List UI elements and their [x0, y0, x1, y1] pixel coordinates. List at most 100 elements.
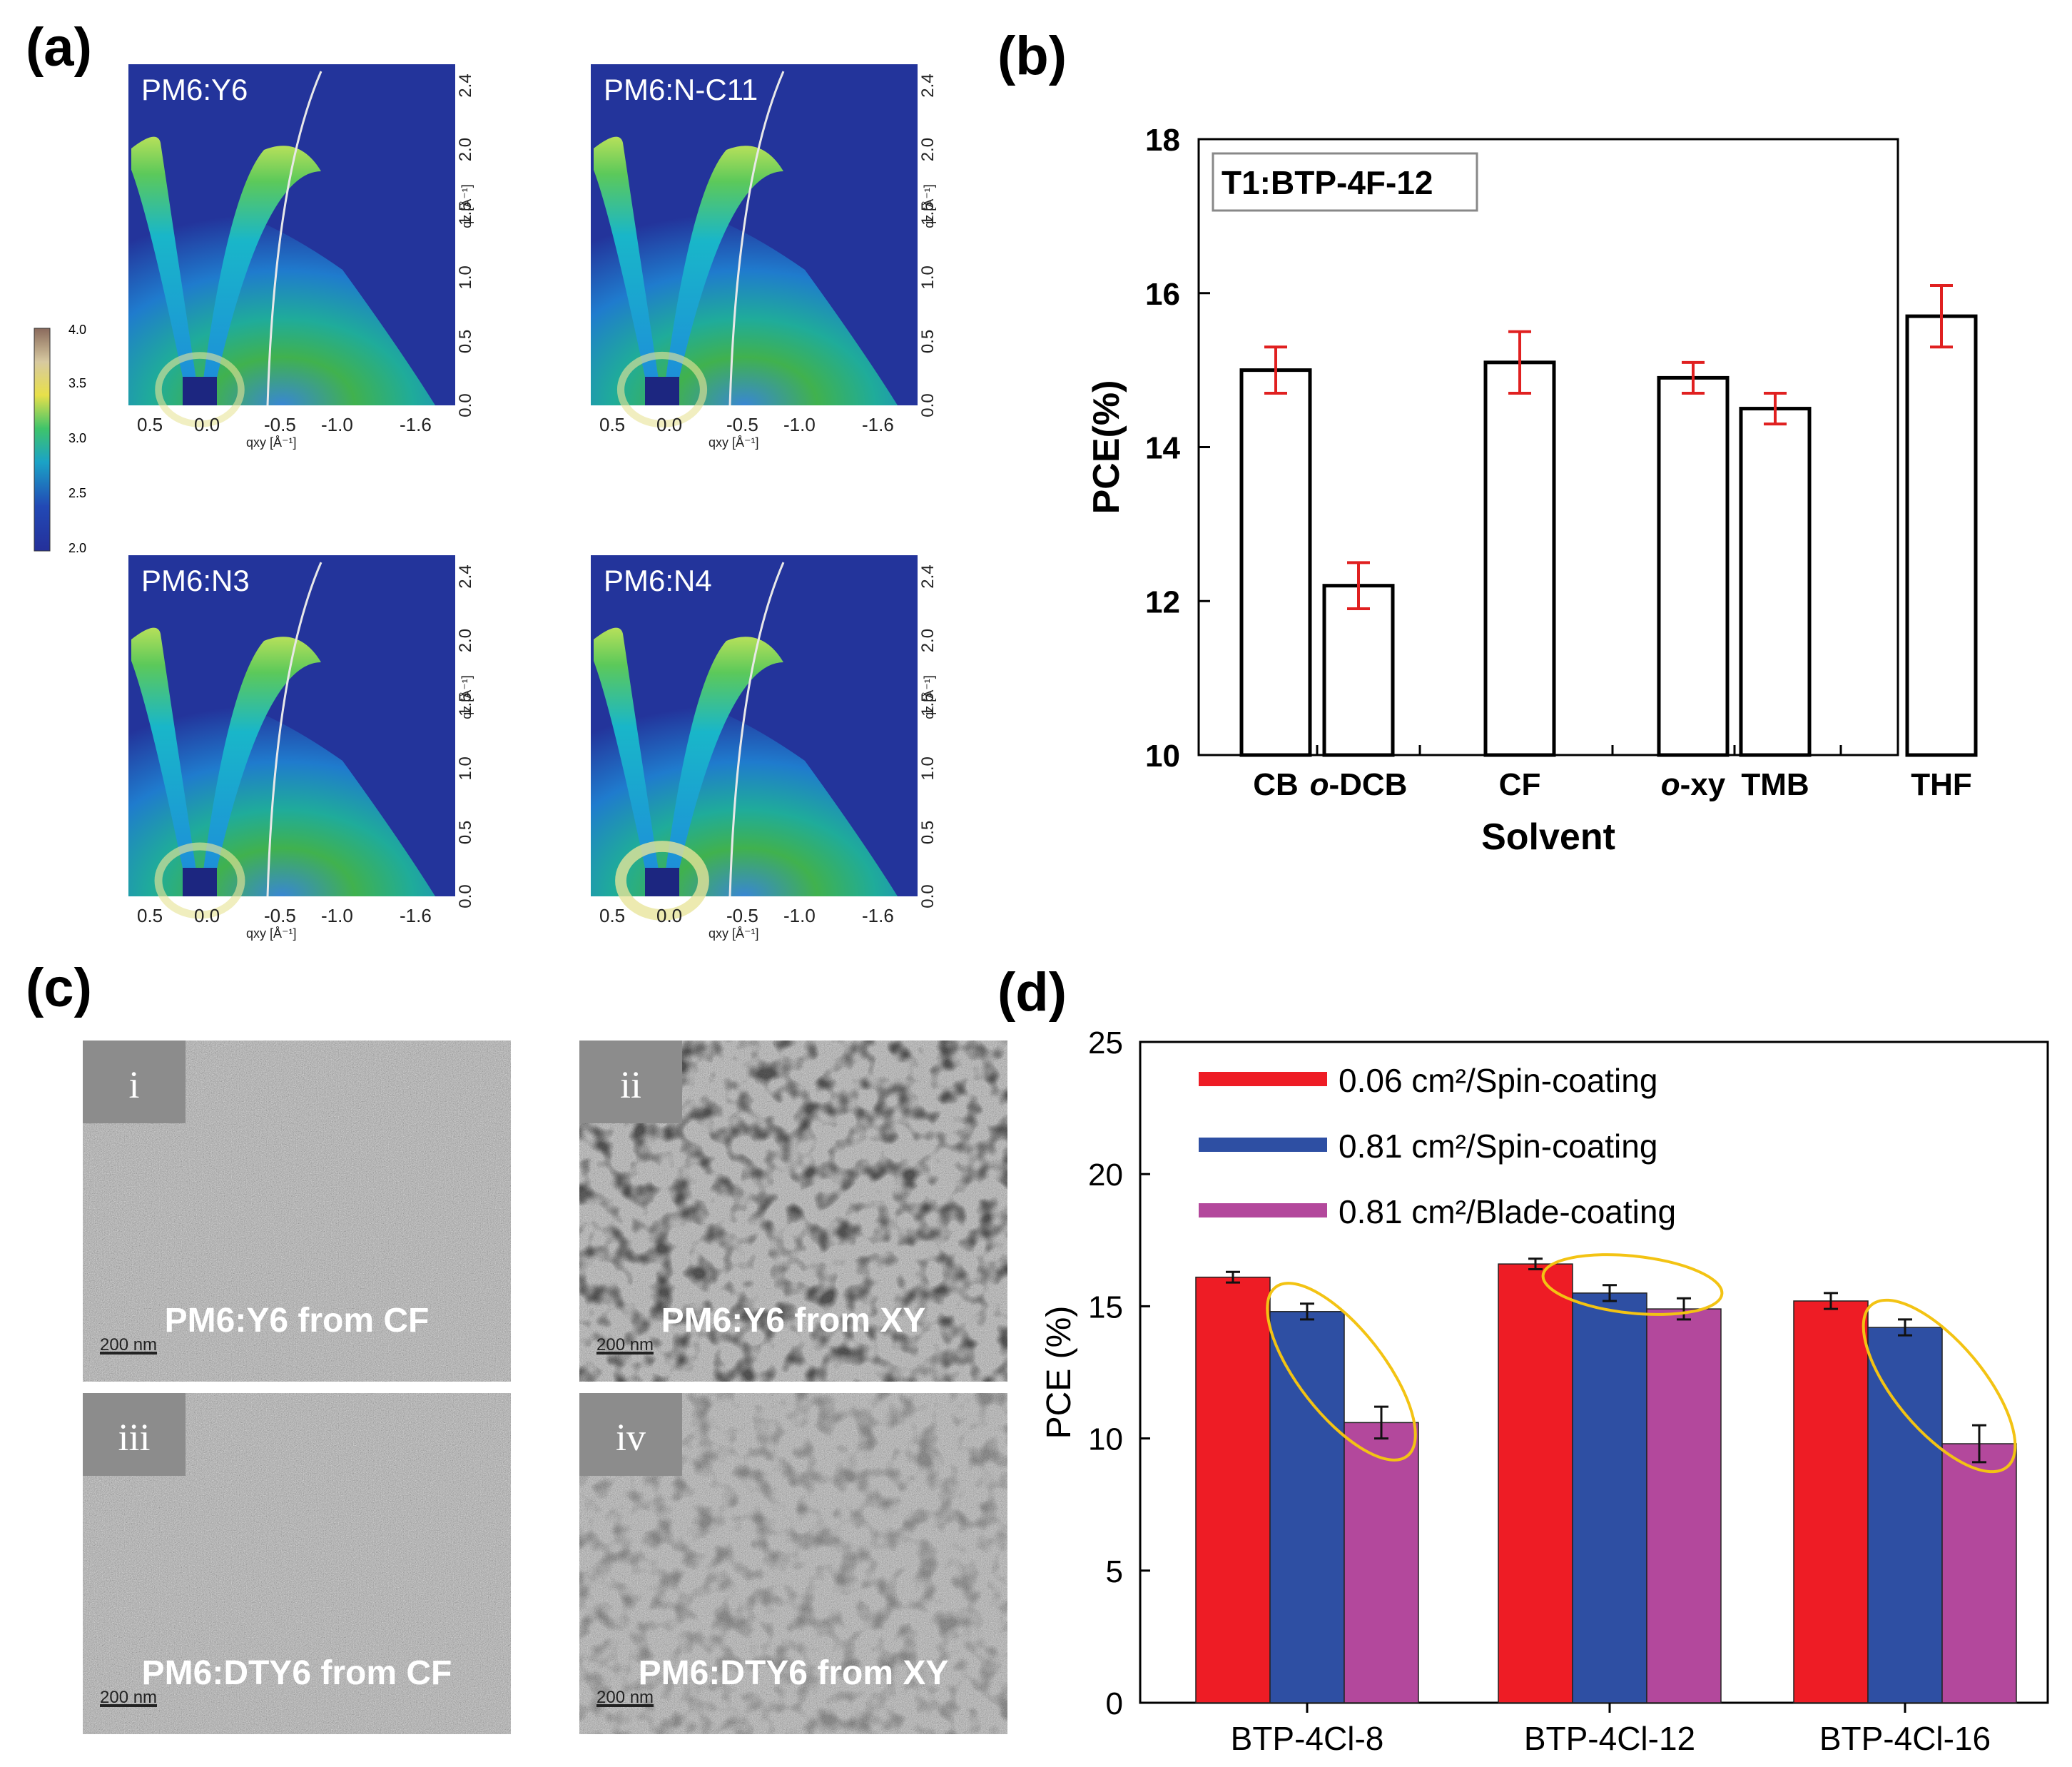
tem-caption: PM6:Y6 from XY: [661, 1302, 926, 1340]
y-tick: 0.5: [918, 330, 938, 353]
bar: [1646, 1308, 1722, 1703]
tem-tag: iv: [616, 1416, 646, 1459]
map-label: PM6:N-C11: [604, 73, 758, 106]
chart-d: 0 5 10 15 20 25 PCE (%) BTP-4Cl-8 BTP-4Cl-12 BTP-…: [1040, 1026, 2049, 1757]
x-tick-label: BTP-4Cl-12: [1524, 1720, 1695, 1757]
x-tick: 0.0: [656, 414, 682, 435]
qz-curve: [266, 562, 323, 897]
ring: [615, 841, 709, 921]
y-axis-label: qz [Å⁻¹]: [922, 675, 936, 719]
y-axis-label: PCE (%): [1040, 1306, 1078, 1439]
scale-label: 200 nm: [100, 1335, 157, 1355]
y-tick: 1.5: [456, 693, 475, 717]
bar: [1905, 314, 1978, 757]
y-tick: 0.5: [918, 821, 938, 844]
y-tick: 1.5: [456, 202, 475, 226]
y-tick: 2.4: [918, 74, 938, 97]
left-lobe: [131, 136, 197, 384]
giwaxs-maps: PM6:Y6 0.5 0.0 -0.5 -1.0 -1.6 qxy [Å⁻¹] 0.0 0.5 1…: [128, 64, 938, 941]
y-tick: 2.4: [456, 74, 475, 97]
x-tick: -1.6: [400, 414, 432, 435]
colorbar-tick: 2.5: [68, 486, 86, 500]
tem-tag: ii: [620, 1063, 641, 1106]
x-tick-label: THF: [1911, 767, 1972, 802]
x-axis-label: qxy [Å⁻¹]: [246, 926, 297, 941]
beamstop: [645, 868, 679, 896]
panel-label-b: (b): [997, 26, 1067, 86]
scale-label: 200 nm: [100, 1688, 157, 1707]
legend-text: T1:BTP-4F-12: [1222, 164, 1433, 201]
panel-label-d: (d): [997, 962, 1067, 1023]
y-tick-label: 16: [1145, 277, 1180, 312]
left-lobe: [594, 136, 659, 384]
x-axis-label: qxy [Å⁻¹]: [246, 435, 297, 450]
x-tick: 0.5: [599, 414, 625, 435]
y-tick: 2.4: [918, 564, 938, 588]
bar: [1269, 1311, 1345, 1703]
x-tick: 0.0: [656, 905, 682, 926]
scale-label: 200 nm: [596, 1335, 654, 1355]
y-tick: 0.0: [456, 393, 475, 417]
legend-swatch: [1199, 1138, 1327, 1152]
x-tick-label: o-xy: [1661, 767, 1726, 802]
x-tick: 0.5: [599, 905, 625, 926]
bar: [1322, 584, 1395, 757]
y-tick-label: 12: [1145, 584, 1180, 619]
x-tick-label: CB: [1253, 767, 1299, 802]
giwaxs-map: PM6:Y6 0.5 0.0 -0.5 -1.0 -1.6 qxy [Å⁻¹] 0.0 0.5 1…: [128, 64, 475, 450]
beamstop: [183, 868, 217, 896]
tem-image: i PM6:Y6 from CF 200 nm: [83, 1041, 511, 1382]
y-tick-label: 18: [1145, 123, 1180, 158]
legend-box: [1212, 152, 1478, 212]
y-tick: 1.0: [918, 756, 938, 780]
x-tick-label: BTP-4Cl-8: [1231, 1720, 1384, 1757]
bar: [1657, 375, 1730, 757]
highlight-ellipse: [1541, 1253, 1724, 1316]
y-tick: 0.0: [918, 884, 938, 908]
x-tick: -0.5: [726, 905, 758, 926]
bar: [1344, 1422, 1419, 1703]
chart-b: 10 12 14 16 18 CB o-DCB CF o-xy TMB THF Solvent PCE(…: [1086, 123, 1978, 858]
giwaxs-map: PM6:N4 0.5 0.0 -0.5 -1.0 -1.6 qxy [Å⁻¹] 0.0 0.5 1…: [591, 555, 938, 941]
ring: [155, 352, 245, 427]
x-tick-label: BTP-4Cl-16: [1819, 1720, 1991, 1757]
x-tick: -0.5: [726, 414, 758, 435]
y-tick: 2.4: [456, 564, 475, 588]
x-tick-label: CF: [1499, 767, 1541, 802]
tem-tag-box: [579, 1041, 682, 1123]
bar: [1195, 1276, 1271, 1703]
y-tick-label: 5: [1106, 1554, 1123, 1589]
y-tick: 0.0: [456, 884, 475, 908]
tem-image: ii PM6:Y6 from XY 200 nm: [579, 1041, 1007, 1382]
x-tick: -1.0: [783, 905, 816, 926]
panel-label-a: (a): [26, 17, 92, 78]
giwaxs-map: PM6:N3 0.5 0.0 -0.5 -1.0 -1.6 qxy [Å⁻¹] 0.0 0.5 1…: [128, 555, 475, 941]
colorbar-tick: 3.0: [68, 431, 86, 445]
y-tick: 2.0: [456, 138, 475, 161]
y-tick: 2.0: [456, 629, 475, 652]
colorbar-tick: 2.0: [68, 541, 86, 555]
x-tick: -1.6: [400, 905, 432, 926]
left-lobe: [594, 627, 659, 875]
y-tick: 0.5: [456, 821, 475, 844]
y-tick-label: 14: [1145, 431, 1180, 466]
y-tick: 1.0: [456, 756, 475, 780]
y-axis-label: qz [Å⁻¹]: [459, 675, 474, 719]
legend-swatch: [1199, 1072, 1327, 1086]
legend-label: 0.81 cm²/Spin-coating: [1339, 1128, 1657, 1165]
y-tick: 2.0: [918, 629, 938, 652]
bar: [1867, 1327, 1943, 1703]
tem-caption: PM6:DTY6 from CF: [142, 1654, 452, 1692]
legend-swatch: [1199, 1203, 1327, 1217]
y-tick: 0.0: [918, 393, 938, 417]
colorbar-tick: 3.5: [68, 376, 86, 390]
x-tick: -1.6: [862, 905, 894, 926]
beamstop: [183, 377, 217, 405]
x-tick: -1.0: [783, 414, 816, 435]
map-label: PM6:Y6: [141, 73, 248, 106]
x-tick: -0.5: [264, 905, 296, 926]
x-axis-label: Solvent: [1481, 816, 1615, 858]
